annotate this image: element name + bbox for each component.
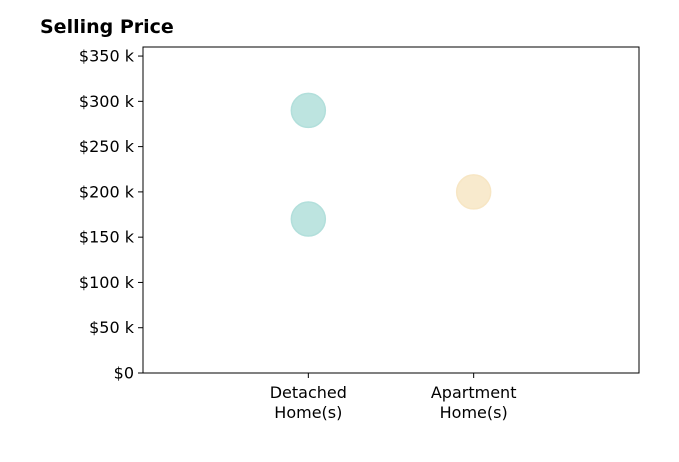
y-tick-label: $350 k <box>79 47 135 66</box>
data-point <box>455 174 492 210</box>
y-tick-label: $300 k <box>79 92 135 111</box>
plot-frame <box>142 46 640 374</box>
y-tick-label: $100 k <box>79 273 135 292</box>
y-tick-label: $200 k <box>79 182 135 201</box>
x-tick-label: Apartment Home(s) <box>431 383 517 422</box>
y-tick-label: $250 k <box>79 137 135 156</box>
chart-title: Selling Price <box>40 16 174 38</box>
y-tick-label: $50 k <box>89 318 135 337</box>
data-point <box>290 201 327 237</box>
x-tick-label: Detached Home(s) <box>270 383 347 422</box>
data-point <box>290 92 327 129</box>
y-tick-label: $150 k <box>79 228 135 247</box>
y-tick-label: $0 <box>114 364 134 383</box>
